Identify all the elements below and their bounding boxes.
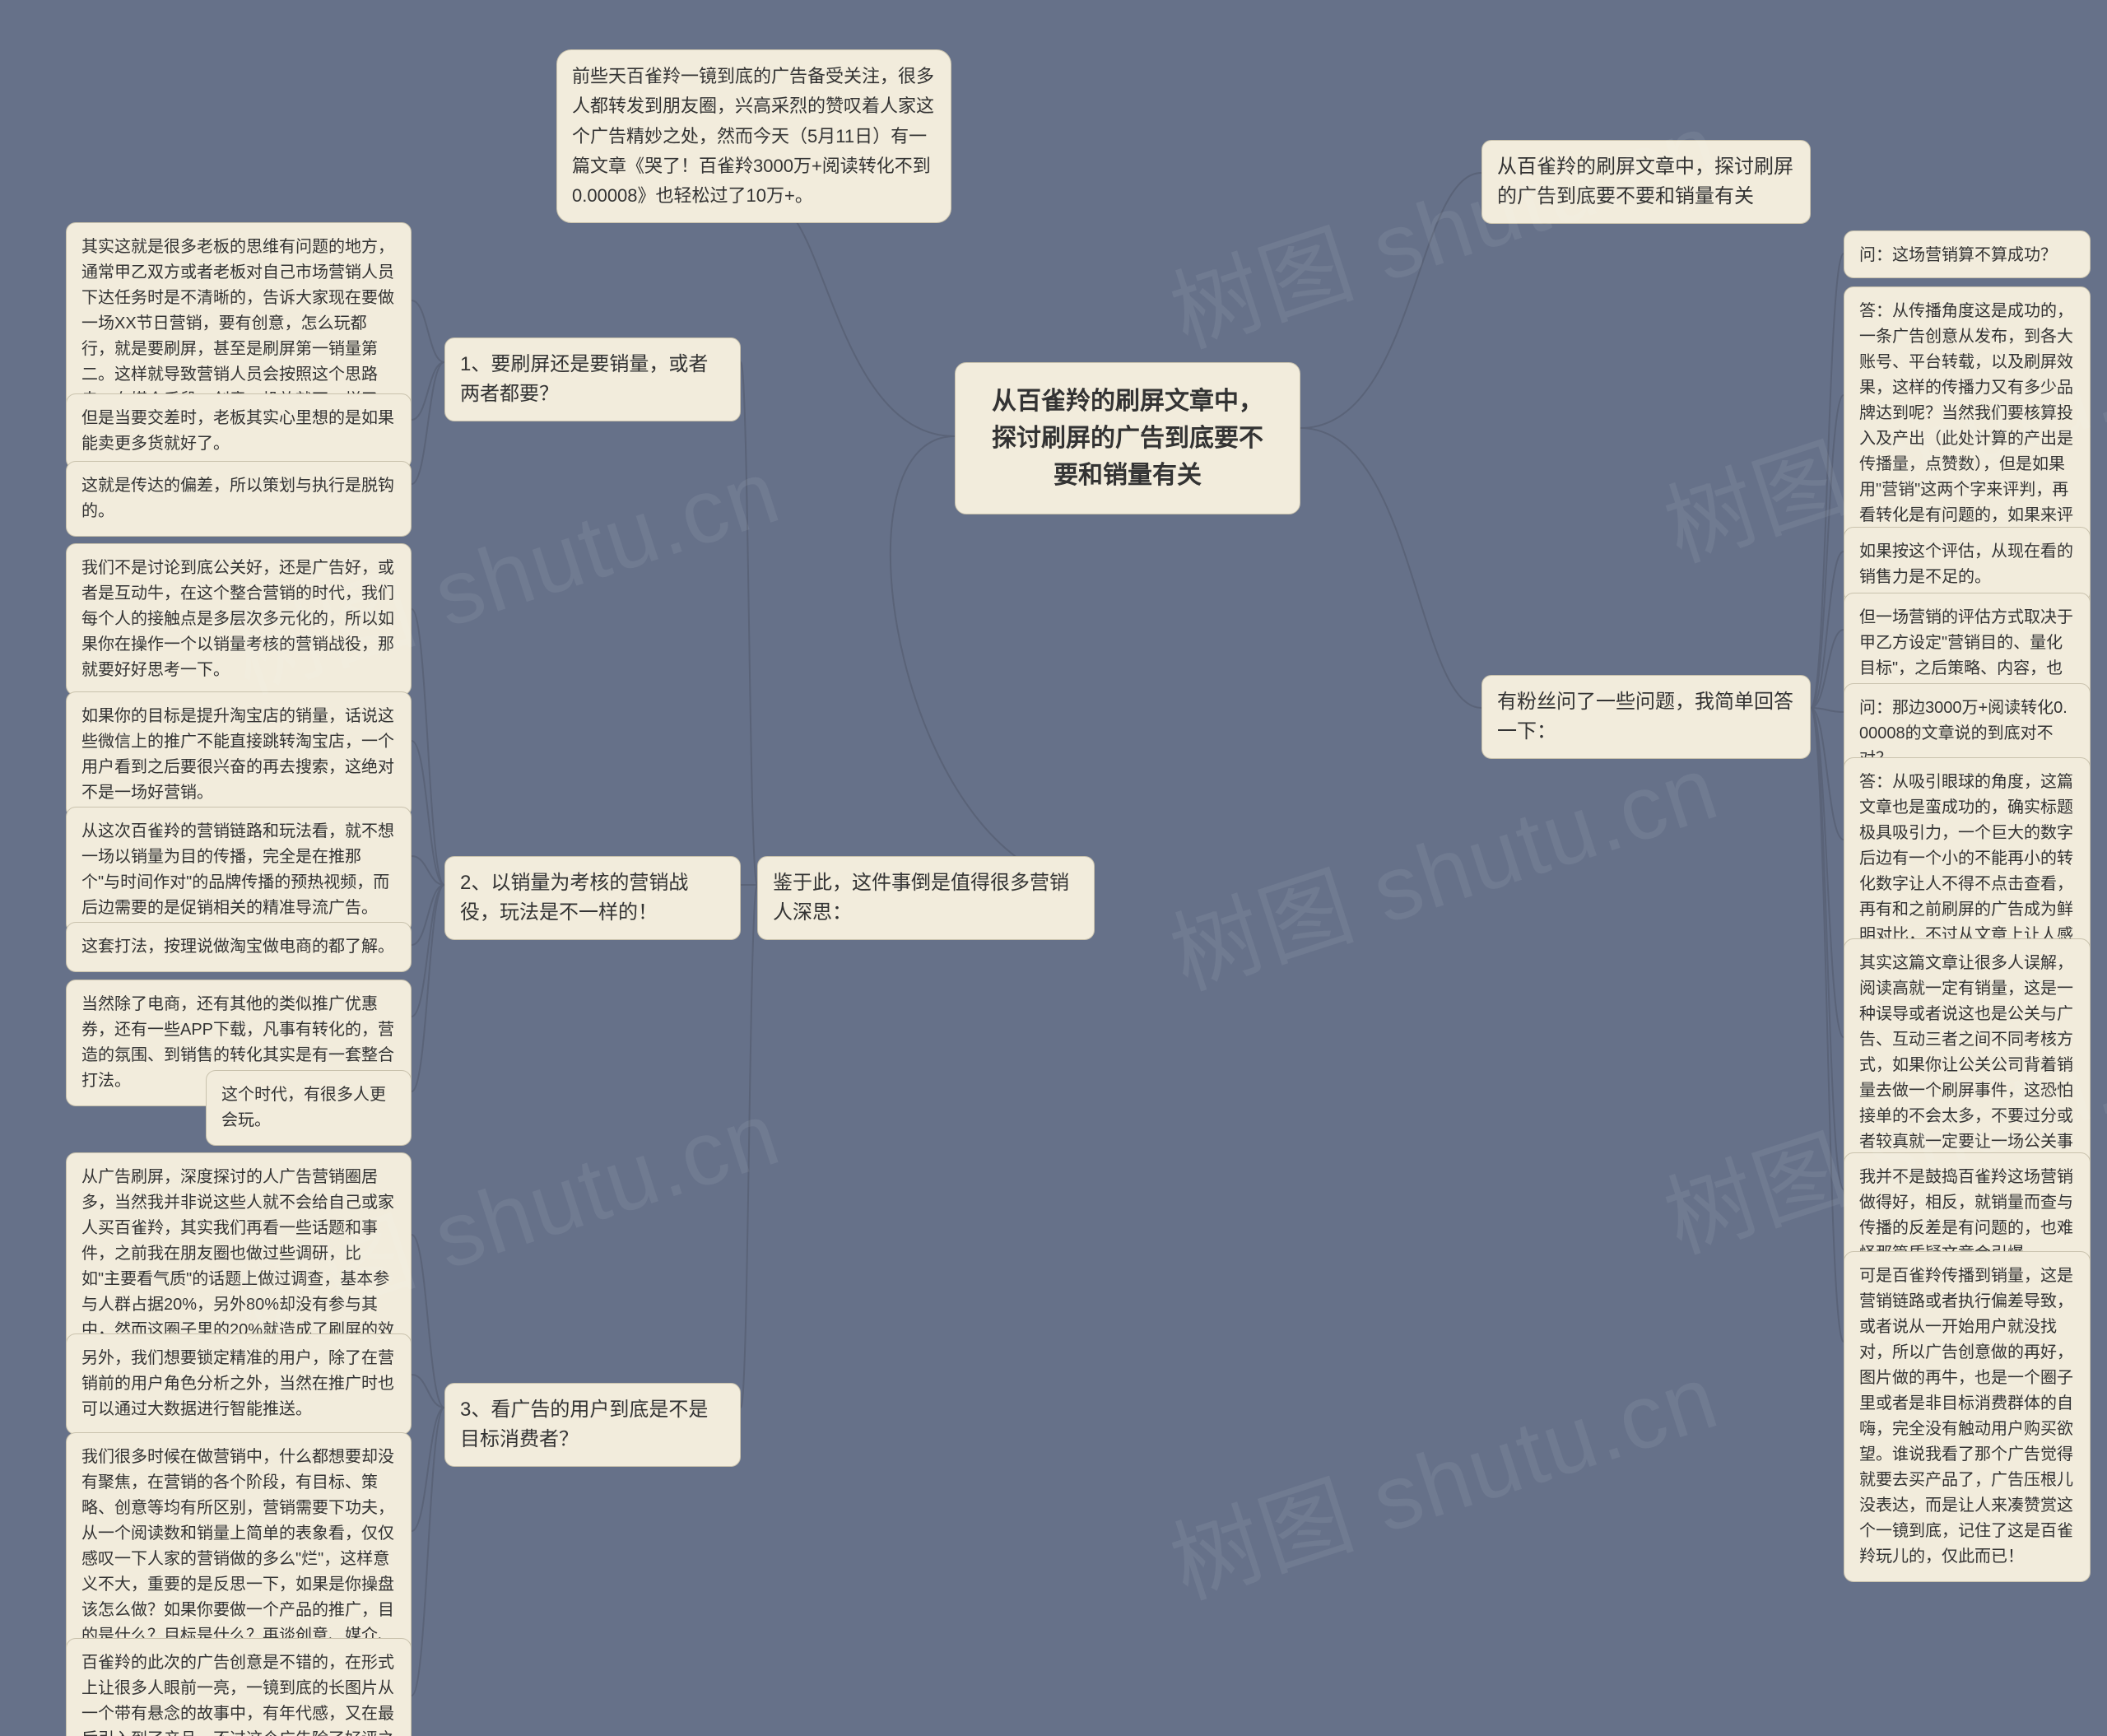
link-d2-d2c5 — [412, 885, 444, 1091]
link-d3-d3c1 — [412, 1375, 444, 1408]
link-r2-r2c0 — [1811, 254, 1844, 708]
link-center-right-r1 — [1300, 173, 1481, 428]
center-node: 从百雀羚的刷屏文章中，探讨刷屏的广告到底要不要和销量有关 — [955, 362, 1300, 514]
link-r2-r2c4 — [1811, 708, 1844, 712]
watermark-3: 树图 shutu.cn — [1152, 714, 1732, 1014]
watermark-4: 树图 shutu.cn — [1152, 1323, 1732, 1623]
intro-node: 前些天百雀羚一镜到底的广告备受关注，很多人都转发到朋友圈，兴高采烈的赞叹着人家这… — [556, 49, 951, 223]
d1-child-1: 但是当要交差时，老板其实心里想的是如果能卖更多货就好了。 — [66, 393, 412, 469]
link-d1-d1c2 — [412, 362, 444, 484]
d2-child-0: 我们不是讨论到底公关好，还是广告好，或者是互动牛，在这个整合营销的时代，我们每个… — [66, 543, 412, 696]
d1-child-2: 这就是传达的偏差，所以策划与执行是脱钩的。 — [66, 461, 412, 537]
link-d2-d2c1 — [412, 741, 444, 885]
link-r2-r2c5 — [1811, 708, 1844, 840]
link-r2-r2c8 — [1811, 708, 1844, 1342]
r2-child-0: 问：这场营销算不算成功？ — [1844, 230, 2091, 278]
deep-branch: 鉴于此，这件事倒是值得很多营销人深思： — [757, 856, 1095, 940]
d2-child-5: 这个时代，有很多人更会玩。 — [206, 1070, 412, 1146]
link-r2-r2c3 — [1811, 630, 1844, 708]
link-d3-d3c3 — [412, 1408, 444, 1696]
right-branch-1: 从百雀羚的刷屏文章中，探讨刷屏的广告到底要不要和销量有关 — [1481, 140, 1811, 224]
link-d1-d1c0 — [412, 300, 444, 362]
d3-child-1: 另外，我们想要锁定精准的用户，除了在营销前的用户角色分析之外，当然在推广时也可以… — [66, 1333, 412, 1435]
d3-child-3: 百雀羚的此次的广告创意是不错的，在形式上让很多人眼前一亮，一镜到底的长图片从一个… — [66, 1638, 412, 1736]
right-branch-2: 有粉丝问了一些问题，我简单回答一下： — [1481, 675, 1811, 759]
link-r2-r2c6 — [1811, 708, 1844, 1037]
deep-child-2: 3、看广告的用户到底是不是目标消费者？ — [444, 1383, 741, 1467]
link-center-left-intro — [754, 204, 955, 436]
link-d3-d3c2 — [412, 1408, 444, 1531]
link-d2-d2c4 — [412, 885, 444, 1017]
link-d1-d1c1 — [412, 362, 444, 420]
link-d2-d2c2 — [412, 856, 444, 885]
deep-child-0: 1、要刷屏还是要销量，或者两者都要？ — [444, 337, 741, 421]
link-d2-d2c0 — [412, 609, 444, 885]
link-deep-side-d1 — [741, 362, 757, 885]
d2-child-1: 如果你的目标是提升淘宝店的销量，话说这些微信上的推广不能直接跳转淘宝店，一个用户… — [66, 691, 412, 818]
link-center-right-r2 — [1300, 428, 1481, 708]
d2-child-3: 这套打法，按理说做淘宝做电商的都了解。 — [66, 922, 412, 972]
deep-child-1: 2、以销量为考核的营销战役，玩法是不一样的！ — [444, 856, 741, 940]
r2-child-8: 可是百雀羚传播到销量，这是营销链路或者执行偏差导致，或者说从一开始用户就没找对，… — [1844, 1251, 2091, 1582]
link-r2-r2c7 — [1811, 708, 1844, 1189]
link-r2-r2c1 — [1811, 395, 1844, 708]
r2-child-2: 如果按这个评估，从现在看的销售力是不足的。 — [1844, 527, 2091, 603]
d2-child-2: 从这次百雀羚的营销链路和玩法看，就不想一场以销量为目的传播，完全是在推那个"与时… — [66, 807, 412, 933]
link-r2-r2c2 — [1811, 552, 1844, 708]
link-deep-side-d3 — [741, 885, 757, 1408]
link-d2-d2c3 — [412, 885, 444, 945]
link-d3-d3c0 — [412, 1235, 444, 1408]
